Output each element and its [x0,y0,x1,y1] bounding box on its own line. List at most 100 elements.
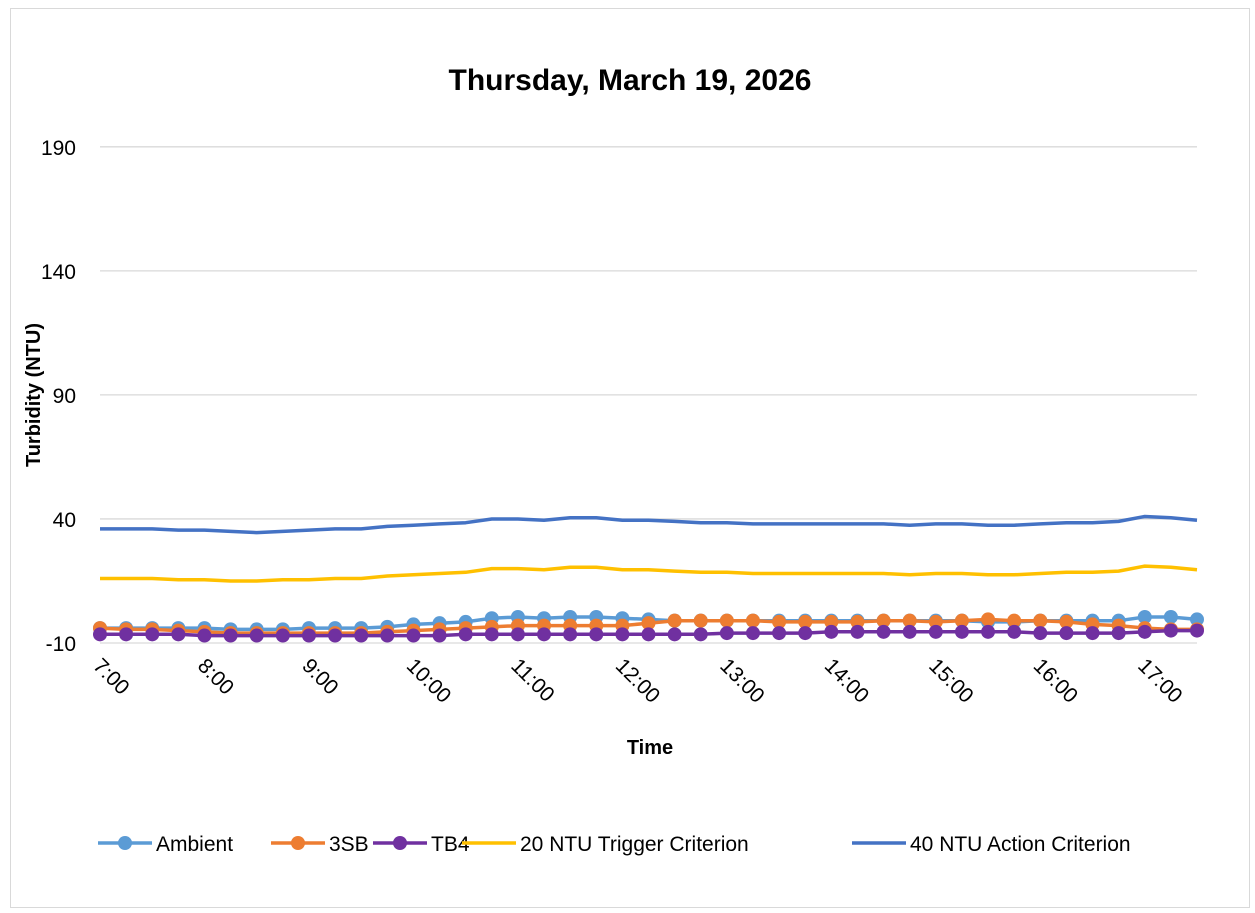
legend-item: TB4 [373,833,470,856]
data-point [1007,624,1022,639]
data-point [119,627,134,642]
data-point [954,613,969,628]
data-point [354,628,369,643]
data-point [798,614,813,629]
chart-frame [10,8,1250,908]
data-point [850,624,865,639]
data-point [406,628,421,643]
data-point [928,624,943,639]
legend-item: 3SB [271,833,369,856]
data-point [981,624,996,639]
data-point [1033,626,1048,641]
data-point [537,627,552,642]
data-point [850,614,865,629]
data-point [1137,609,1152,624]
x-tick-label: 12:00 [611,654,664,707]
series-20-ntu-trigger-criterion [100,564,1198,583]
y-tick-label: 90 [53,385,76,408]
y-tick-label: -10 [46,633,76,656]
data-point [1033,613,1048,628]
legend-label: 20 NTU Trigger Criterion [520,833,749,856]
data-point [876,613,891,628]
y-tick-label: 190 [41,137,76,160]
data-point [301,628,316,643]
data-point [1163,623,1178,638]
data-point [1137,624,1152,639]
data-point [249,628,264,643]
series-line [100,564,1198,583]
legend-item: 40 NTU Action Criterion [852,833,1131,856]
data-point [223,628,238,643]
x-axis-title: Time [627,737,673,759]
x-axis-ticks: 7:00 8:00 9:00 10:00 11:00 12:00 13:00 14:00 15:… [88,654,1186,707]
data-point [772,614,787,629]
data-point [693,627,708,642]
data-point [1190,623,1204,638]
data-point [824,614,839,629]
data-point [197,628,212,643]
data-point [328,628,343,643]
data-point [824,624,839,639]
legend-label: 3SB [329,833,369,856]
legend-item: 20 NTU Trigger Criterion [462,833,749,856]
legend-swatch-marker [291,836,305,850]
data-point [458,627,473,642]
data-point [772,626,787,641]
data-point [484,627,499,642]
x-tick-label: 15:00 [924,654,977,707]
data-point [745,626,760,641]
x-tick-label: 9:00 [297,654,342,699]
data-point [981,612,996,627]
x-tick-label: 13:00 [715,654,768,707]
legend-label: 40 NTU Action Criterion [910,833,1131,856]
data-point [798,626,813,641]
series-tb4 [93,623,1204,643]
x-tick-label: 7:00 [88,654,133,699]
legend-label: TB4 [431,833,470,856]
x-tick-label: 8:00 [193,654,238,699]
data-point [719,613,734,628]
data-point [667,627,682,642]
data-point [1007,613,1022,628]
legend: Ambient 3SB TB4 20 NTU Trigger Criterion 40 … [98,833,1131,856]
data-point [954,624,969,639]
data-point [275,628,290,643]
data-point [719,626,734,641]
data-point [1190,612,1204,627]
data-point [745,613,760,628]
legend-item: Ambient [98,833,233,856]
data-point [902,624,917,639]
y-tick-label: 140 [41,261,76,284]
data-point [1059,626,1074,641]
y-tick-label: 40 [53,509,76,532]
data-point [563,627,578,642]
data-point [145,627,160,642]
data-point [667,613,682,628]
data-point [1059,614,1074,629]
y-axis-title: Turbidity (NTU) [23,323,45,467]
data-point [615,627,630,642]
data-point [902,613,917,628]
x-tick-label: 14:00 [820,654,873,707]
x-tick-label: 16:00 [1029,654,1082,707]
x-tick-label: 11:00 [506,654,558,706]
data-point [641,627,656,642]
data-point [876,624,891,639]
chart-title: Thursday, March 19, 2026 [449,64,812,97]
data-point [1163,609,1178,624]
data-point [1111,626,1126,641]
series-40-ntu-action-criterion [100,514,1198,535]
data-point [928,614,943,629]
data-point [1085,626,1100,641]
data-point [641,616,656,631]
legend-label: Ambient [156,833,233,856]
legend-swatch-marker [118,836,132,850]
series-layer [93,514,1204,643]
legend-swatch-marker [393,836,407,850]
data-point [93,627,107,642]
data-point [171,627,186,642]
y-axis-ticks: -10 40 90 140 190 [41,137,76,656]
x-tick-label: 17:00 [1133,654,1186,707]
x-tick-label: 10:00 [402,654,455,707]
